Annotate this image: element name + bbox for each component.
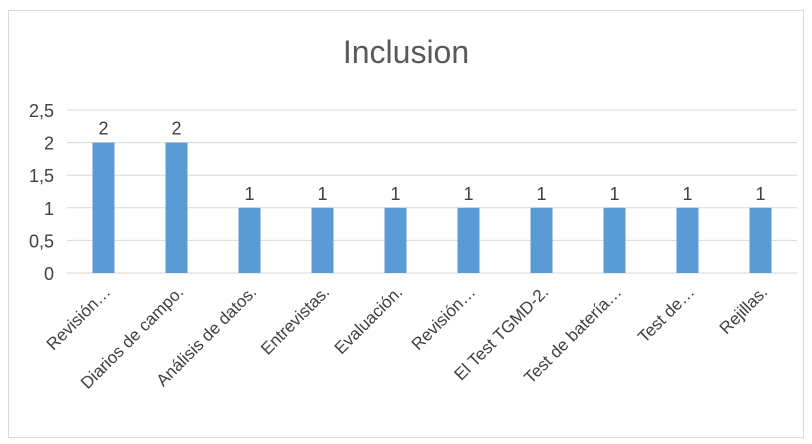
bar bbox=[530, 207, 553, 273]
bar bbox=[311, 207, 334, 273]
bars bbox=[92, 142, 772, 273]
x-axis-ticks: Revisión…Diarios de campo.Análisis de da… bbox=[43, 282, 772, 392]
data-label: 1 bbox=[682, 184, 692, 204]
bar bbox=[603, 207, 626, 273]
data-label: 1 bbox=[463, 184, 473, 204]
data-label: 1 bbox=[755, 184, 765, 204]
x-tick-label: Revisión… bbox=[408, 282, 480, 354]
bar bbox=[165, 142, 188, 273]
x-tick-label: Evaluación. bbox=[331, 282, 407, 358]
y-tick-label: 2,5 bbox=[29, 101, 54, 121]
y-tick-label: 0 bbox=[44, 264, 54, 284]
bar bbox=[676, 207, 699, 273]
x-tick-label: Rejillas. bbox=[716, 282, 772, 338]
data-label: 2 bbox=[171, 119, 181, 139]
x-tick-label: Entrevistas. bbox=[257, 282, 333, 358]
y-axis-ticks: 0 0,5 1 1,5 2 2,5 bbox=[29, 101, 54, 284]
data-label: 1 bbox=[244, 184, 254, 204]
x-tick-label: Revisión… bbox=[43, 282, 115, 354]
data-label: 2 bbox=[98, 119, 108, 139]
bar bbox=[238, 207, 261, 273]
bar bbox=[384, 207, 407, 273]
x-tick-label: Test de… bbox=[634, 282, 698, 346]
gridlines bbox=[67, 109, 797, 274]
chart-title: Inclusion bbox=[342, 34, 470, 70]
data-label: 1 bbox=[536, 184, 546, 204]
data-labels: 2 2 1 1 1 1 1 1 1 1 bbox=[98, 119, 765, 204]
y-tick-label: 0,5 bbox=[29, 231, 54, 251]
data-label: 1 bbox=[609, 184, 619, 204]
y-tick-label: 1 bbox=[44, 199, 54, 219]
bar bbox=[457, 207, 480, 273]
y-tick-label: 1,5 bbox=[29, 166, 54, 186]
bar bbox=[749, 207, 772, 273]
data-label: 1 bbox=[390, 184, 400, 204]
bar bbox=[92, 142, 115, 273]
data-label: 1 bbox=[317, 184, 327, 204]
y-tick-label: 2 bbox=[44, 134, 54, 154]
